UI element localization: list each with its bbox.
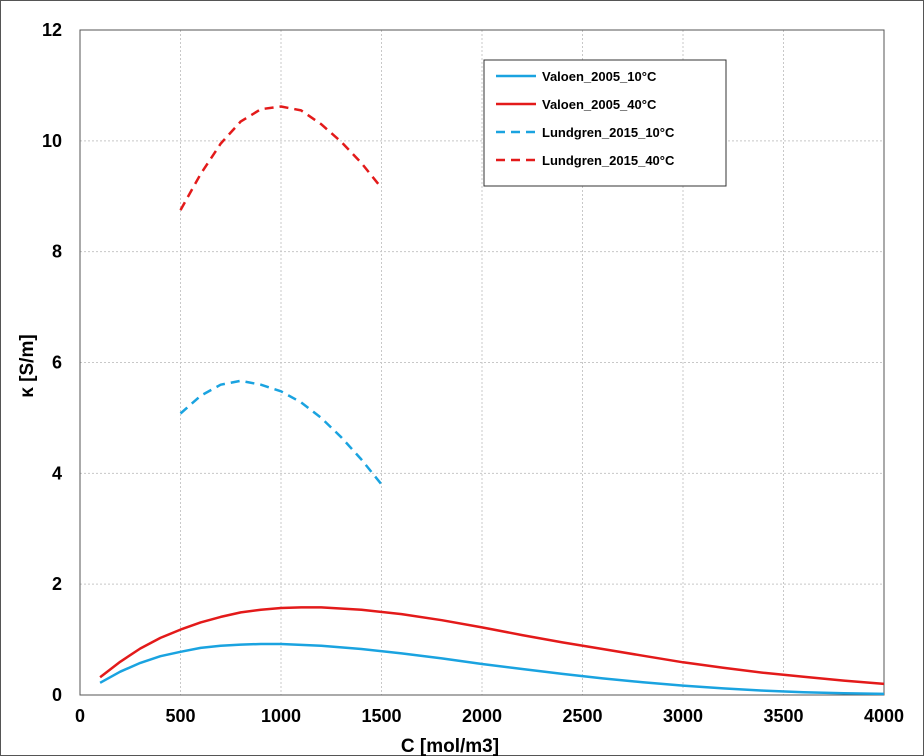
- legend-label: Valoen_2005_10°C: [542, 69, 657, 84]
- x-tick-label: 2000: [462, 706, 502, 726]
- legend-label: Valoen_2005_40°C: [542, 97, 657, 112]
- x-tick-label: 1500: [361, 706, 401, 726]
- legend-label: Lundgren_2015_40°C: [542, 153, 675, 168]
- grid: [80, 30, 884, 695]
- x-tick-label: 4000: [864, 706, 904, 726]
- x-tick-label: 0: [75, 706, 85, 726]
- series-line-2: [99, 606, 885, 686]
- x-axis-label: C [mol/m3]: [401, 736, 499, 756]
- x-tick-label: 2500: [562, 706, 602, 726]
- y-tick-label: 4: [52, 463, 62, 483]
- series-layer: [99, 105, 885, 696]
- x-tick-label: 3500: [763, 706, 803, 726]
- plot-area: [79, 29, 885, 696]
- y-tick-label: 6: [52, 353, 62, 373]
- series-line-3: [179, 379, 383, 486]
- series-line-1: [99, 642, 885, 696]
- y-tick-label: 10: [42, 131, 62, 151]
- x-tick-label: 500: [165, 706, 195, 726]
- legend-label: Lundgren_2015_10°C: [542, 125, 675, 140]
- y-tick-label: 12: [42, 20, 62, 40]
- y-ticks: 0 2 4 6 8 10 12: [42, 20, 62, 705]
- x-tick-label: 1000: [261, 706, 301, 726]
- y-axis-label: κ [S/m]: [17, 334, 38, 397]
- y-tick-label: 8: [52, 242, 62, 262]
- legend-box: [483, 59, 727, 187]
- y-tick-label: 0: [52, 685, 62, 705]
- series-line-4: [179, 105, 383, 211]
- x-tick-label: 3000: [663, 706, 703, 726]
- legend: Valoen_2005_10°C Valoen_2005_40°C Lundgren…: [483, 59, 727, 187]
- x-ticks: 0 500 1000 1500 2000 2500 3000 3500 4000: [75, 706, 904, 726]
- y-tick-label: 2: [52, 574, 62, 594]
